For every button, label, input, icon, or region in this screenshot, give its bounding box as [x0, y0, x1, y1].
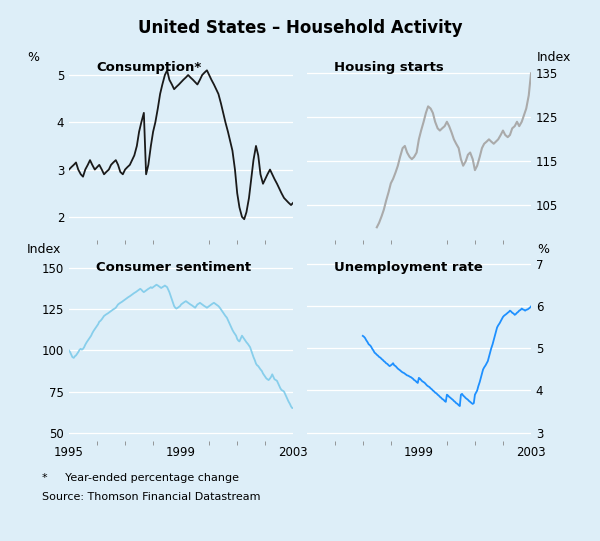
Text: United States – Household Activity: United States – Household Activity — [137, 19, 463, 37]
Text: Consumption*: Consumption* — [96, 61, 201, 74]
Text: %: % — [537, 243, 549, 256]
Text: Index: Index — [537, 51, 571, 64]
Text: Source: Thomson Financial Datastream: Source: Thomson Financial Datastream — [42, 492, 260, 502]
Text: %: % — [27, 51, 39, 64]
Text: Consumer sentiment: Consumer sentiment — [96, 261, 251, 274]
Text: Index: Index — [27, 243, 61, 256]
Text: Unemployment rate: Unemployment rate — [334, 261, 482, 274]
Text: *     Year-ended percentage change: * Year-ended percentage change — [42, 473, 239, 483]
Text: Housing starts: Housing starts — [334, 61, 443, 74]
